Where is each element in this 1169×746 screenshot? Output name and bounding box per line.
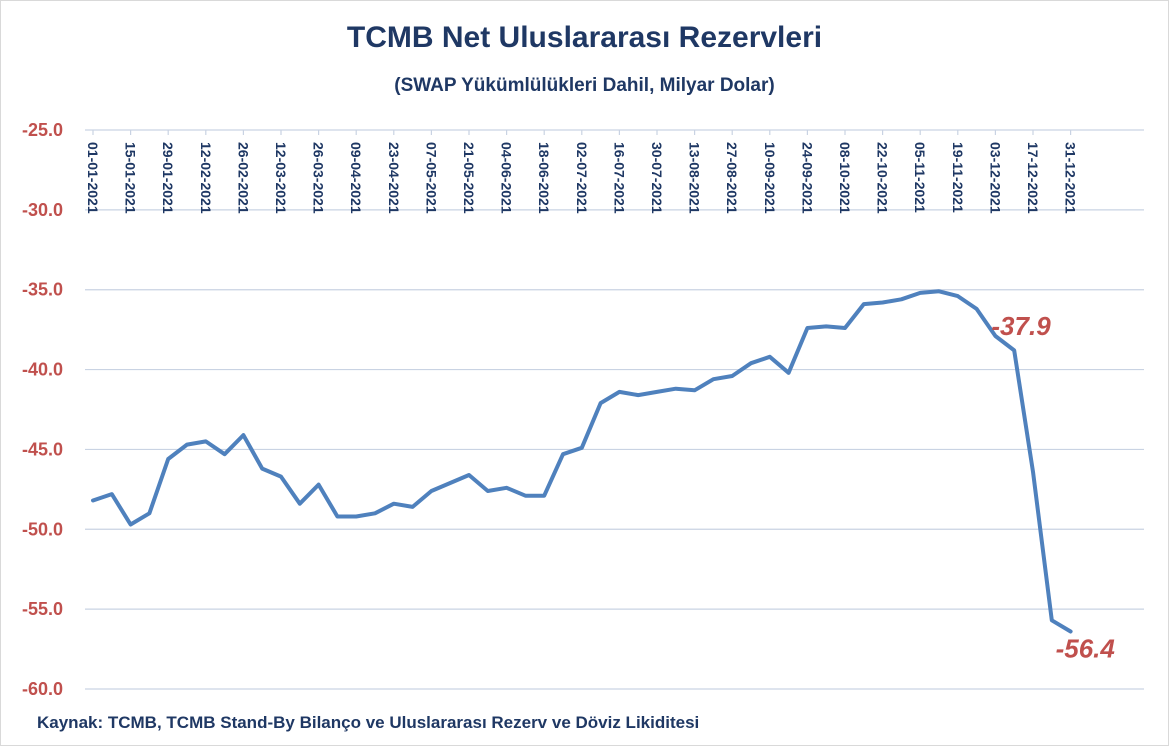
x-tick-label: 29-01-2021	[160, 142, 176, 214]
x-tick-label: 16-07-2021	[611, 142, 627, 214]
y-tick-label: -50.0	[22, 519, 63, 539]
x-tick-label: 17-12-2021	[1025, 142, 1041, 214]
series-line	[91, 289, 1073, 634]
x-tick-label: 26-02-2021	[235, 142, 251, 214]
x-tick-label: 07-05-2021	[423, 142, 439, 214]
chart-subtitle: (SWAP Yükümlülükleri Dahil, Milyar Dolar…	[394, 75, 775, 96]
x-tick-label: 05-11-2021	[912, 142, 928, 213]
x-tick-label: 22-10-2021	[875, 142, 891, 214]
x-tick-label: 19-11-2021	[950, 142, 966, 213]
data-label: -37.9	[991, 311, 1051, 341]
x-tick-label: 31-12-2021	[1063, 142, 1079, 214]
y-tick-label: -40.0	[22, 360, 63, 380]
x-tick-label: 21-05-2021	[461, 142, 477, 214]
x-tick-label: 15-01-2021	[123, 142, 139, 214]
y-tick-label: -60.0	[22, 679, 63, 699]
y-tick-label: -30.0	[22, 200, 63, 220]
y-tick-label: -45.0	[22, 439, 63, 459]
x-tick-label: 03-12-2021	[987, 142, 1003, 214]
x-tick-label: 12-02-2021	[198, 142, 214, 214]
y-tick-label: -55.0	[22, 599, 63, 619]
y-tick-label: -25.0	[22, 120, 63, 140]
x-tick-label: 27-08-2021	[724, 142, 740, 214]
x-tick-label: 24-09-2021	[799, 142, 815, 214]
x-tick-label: 13-08-2021	[687, 142, 703, 214]
data-label: -56.4	[1056, 634, 1116, 664]
x-tick-label: 04-06-2021	[499, 142, 515, 214]
x-tick-label: 02-07-2021	[574, 142, 590, 214]
x-tick-label: 09-04-2021	[348, 142, 364, 214]
x-tick-label: 08-10-2021	[837, 142, 853, 214]
x-tick-label: 01-01-2021	[85, 142, 101, 214]
x-tick-label: 12-03-2021	[273, 142, 289, 214]
chart-source: Kaynak: TCMB, TCMB Stand-By Bilanço ve U…	[37, 713, 700, 732]
x-tick-label: 30-07-2021	[649, 142, 665, 214]
x-tick-label: 26-03-2021	[311, 142, 327, 214]
x-tick-label: 23-04-2021	[386, 142, 402, 214]
chart-title: TCMB Net Uluslararası Rezervleri	[346, 21, 823, 54]
y-tick-label: -35.0	[22, 280, 63, 300]
x-tick-label: 18-06-2021	[536, 142, 552, 214]
x-tick-label: 10-09-2021	[762, 142, 778, 214]
